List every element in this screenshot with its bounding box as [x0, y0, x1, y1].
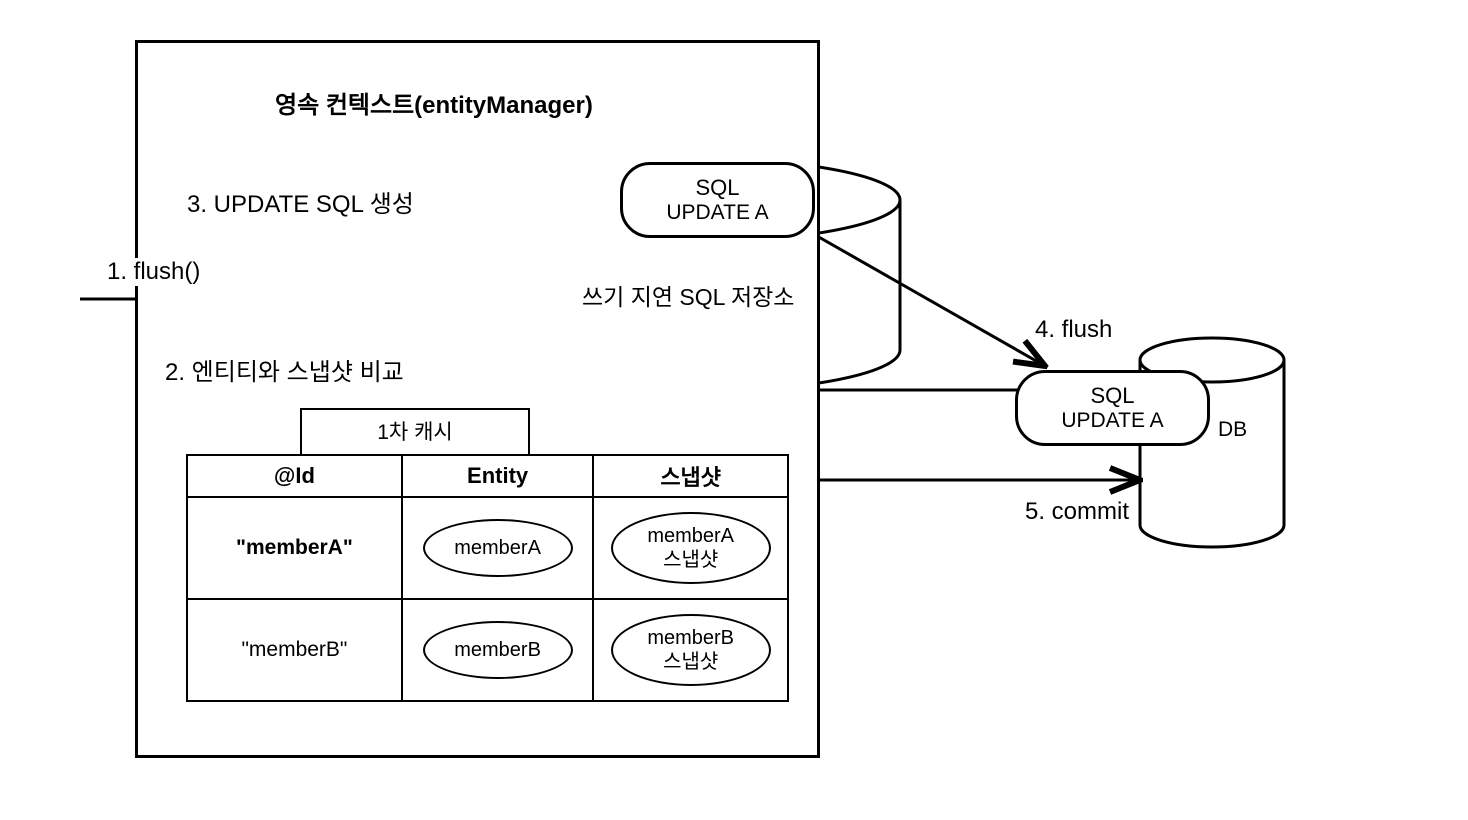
cache-col-entity: Entity: [402, 455, 594, 497]
cache-row-1-snap-l1: memberB: [647, 626, 734, 650]
cache-row-0-snap-l2: 스냅샷: [663, 548, 718, 572]
cache-row-0-snap-l1: memberA: [647, 524, 734, 548]
cache-row-1-entity-text: memberB: [454, 638, 541, 662]
sql-pill-1-line2: UPDATE A: [666, 201, 768, 225]
cache-row-1-entity: memberB: [402, 599, 594, 701]
cache-header-tab: 1차 캐시: [300, 408, 530, 456]
context-title: 영속 컨텍스트(entityManager): [275, 85, 593, 120]
sql-pill-store: SQL UPDATE A: [620, 162, 815, 238]
step-commit: 5. commit: [1025, 498, 1129, 526]
step-update-gen: 3. UPDATE SQL 생성: [187, 184, 414, 219]
sql-pill-db: SQL UPDATE A: [1015, 370, 1210, 446]
cache-row-1-snap-l2: 스냅샷: [663, 650, 718, 674]
cache-row-1-snap: memberB 스냅샷: [593, 599, 788, 701]
step-flush-in: 1. flush(): [105, 258, 202, 286]
cache-col-snap: 스냅샷: [593, 455, 788, 497]
flush-out-arrow: [810, 232, 1045, 366]
sql-store-label: 쓰기 지연 SQL 저장소: [582, 278, 794, 312]
step-flush-out: 4. flush: [1035, 316, 1112, 344]
sql-pill-2-line1: SQL: [1090, 383, 1134, 409]
cache-row-0-entity: memberA: [402, 497, 594, 599]
cache-row-0-snap: memberA 스냅샷: [593, 497, 788, 599]
cache-table: @Id Entity 스냅샷 "memberA" memberA memberA…: [186, 454, 789, 702]
cache-row-1-id: "memberB": [187, 599, 402, 701]
sql-pill-2-line2: UPDATE A: [1061, 409, 1163, 433]
cache-row-0-id: "memberA": [187, 497, 402, 599]
cache-row-0-entity-text: memberA: [454, 536, 541, 560]
cache-col-id: @Id: [187, 455, 402, 497]
db-label: DB: [1218, 418, 1247, 442]
step-compare: 2. 엔티티와 스냅샷 비교: [165, 352, 404, 387]
sql-pill-1-line1: SQL: [695, 175, 739, 201]
